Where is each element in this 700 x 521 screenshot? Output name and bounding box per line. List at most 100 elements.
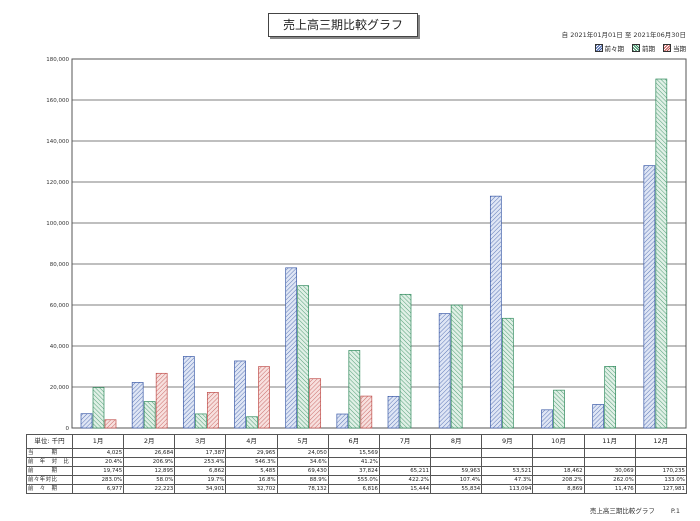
table-cell: 555.0%	[327, 475, 380, 485]
bar-prev1	[501, 317, 514, 429]
bar-prev2	[336, 413, 349, 429]
table-cell	[634, 457, 687, 467]
x-category-label: 10月	[532, 434, 585, 449]
y-tick-label: 60,000	[50, 303, 70, 309]
table-cell: 133.0%	[634, 475, 687, 485]
bar-prev2	[387, 395, 400, 429]
row-label: 前 期	[26, 466, 73, 476]
data-table: 単位: 千円 1月 2月 3月 4月 5月 6月 7月 8月 9月 10月 11月 12月当 期 4,02…	[26, 434, 687, 494]
legend-label-current: 当期	[673, 45, 686, 53]
table-cell: 22,223	[123, 484, 176, 494]
legend-item-current: 当期	[663, 43, 686, 53]
row-label: 当 期	[26, 448, 73, 458]
table-cell	[430, 448, 483, 458]
table-cell: 37,824	[327, 466, 380, 476]
bar-current	[309, 378, 322, 429]
table-cell: 34.6%	[276, 457, 329, 467]
x-category-label: 6月	[327, 434, 380, 449]
table-cell	[583, 457, 636, 467]
table-cell: 20.4%	[71, 457, 125, 467]
y-tick-label: 40,000	[50, 344, 70, 350]
table-cell: 283.0%	[71, 475, 125, 485]
table-cell: 58.0%	[123, 475, 176, 485]
bar-current	[206, 392, 219, 429]
bar-prev2	[438, 313, 451, 429]
table-cell: 29,965	[225, 448, 278, 458]
bar-prev2	[489, 195, 502, 429]
table-cell: 422.2%	[378, 475, 432, 485]
x-category-label: 8月	[430, 434, 483, 449]
table-cell: 30,069	[583, 466, 636, 476]
bar-current	[104, 419, 117, 429]
table-cell: 262.0%	[583, 475, 636, 485]
bar-prev1	[604, 366, 617, 429]
footer-title: 売上高三期比較グラフ	[589, 507, 655, 515]
table-cell: 170,235	[634, 466, 687, 476]
table-cell: 55,834	[430, 484, 483, 494]
row-label: 前々年対比	[26, 475, 73, 485]
bar-prev1	[297, 285, 310, 429]
table-cell: 6,816	[327, 484, 380, 494]
legend-item-prev1: 前期	[632, 43, 655, 53]
table-cell: 15,444	[378, 484, 432, 494]
table-cell	[532, 457, 585, 467]
table-cell: 6,977	[71, 484, 125, 494]
bar-prev1	[399, 293, 412, 429]
table-cell: 4,025	[71, 448, 125, 458]
table-cell: 546.3%	[225, 457, 278, 467]
row-label: 前 々 期	[26, 484, 73, 494]
y-tick-label: 160,000	[46, 98, 69, 104]
table-cell: 113,094	[481, 484, 534, 494]
y-tick-label: 100,000	[46, 221, 69, 227]
bar-prev2	[643, 165, 656, 429]
unit-label: 単位: 千円	[26, 434, 73, 449]
x-category-label: 2月	[123, 434, 176, 449]
table-cell: 8,869	[532, 484, 585, 494]
table-cell: 24,050	[276, 448, 329, 458]
table-cell: 12,895	[123, 466, 176, 476]
x-category-label: 4月	[225, 434, 278, 449]
footer: 売上高三期比較グラフ P.1	[576, 505, 680, 515]
x-category-label: 3月	[174, 434, 227, 449]
table-cell: 107.4%	[430, 475, 483, 485]
table-cell	[430, 457, 483, 467]
bar-prev1	[348, 350, 361, 429]
bar-prev1	[655, 78, 668, 429]
table-cell: 127,981	[634, 484, 687, 494]
bar-prev1	[143, 401, 156, 429]
y-tick-label: 80,000	[50, 262, 70, 268]
table-cell: 5,485	[225, 466, 278, 476]
table-cell: 11,476	[583, 484, 636, 494]
bar-prev1	[92, 387, 105, 429]
bar-current	[258, 366, 270, 429]
bar-current	[155, 372, 168, 429]
table-cell: 253.4%	[174, 457, 227, 467]
table-cell: 69,430	[276, 466, 329, 476]
table-cell	[583, 448, 636, 458]
table-cell: 15,569	[327, 448, 380, 458]
chart-title: 売上高三期比較グラフ	[268, 13, 418, 37]
legend-swatch-current	[663, 44, 671, 52]
y-tick-label: 140,000	[46, 139, 69, 145]
x-category-label: 7月	[378, 434, 432, 449]
table-cell: 88.9%	[276, 475, 329, 485]
table-cell	[634, 448, 687, 458]
table-cell: 208.2%	[532, 475, 585, 485]
bar-prev2	[234, 360, 246, 429]
legend-swatch-prev1	[632, 44, 640, 52]
table-cell	[378, 448, 432, 458]
x-category-label: 5月	[276, 434, 329, 449]
table-cell	[481, 457, 534, 467]
table-cell: 206.9%	[123, 457, 176, 467]
x-category-label: 12月	[634, 434, 687, 449]
bar-prev2	[541, 409, 553, 429]
table-cell: 19.7%	[174, 475, 227, 485]
row-label: 前 年 対 比	[26, 457, 73, 467]
period-range: 自 2021年01月01日 至 2021年06月30日	[561, 31, 686, 39]
legend-label-prev1: 前期	[642, 45, 655, 53]
table-cell: 78,132	[276, 484, 329, 494]
x-category-label: 11月	[583, 434, 636, 449]
table-header-row: 単位: 千円 1月 2月 3月 4月 5月 6月 7月 8月 9月 10月 11月 12月	[26, 434, 687, 449]
bar-prev2	[131, 382, 144, 429]
table-cell: 59,963	[430, 466, 483, 476]
